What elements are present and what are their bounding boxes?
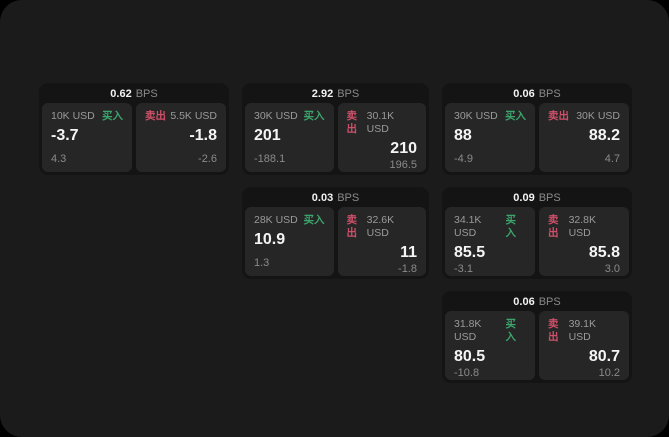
sell-panel[interactable]: 卖出 32.6K USD 11 -1.8 (337, 207, 426, 276)
bps-unit: BPS (538, 192, 561, 204)
quote-card-1: 0.62 BPS 10K USD 买入 -3.7 4.3 卖出 5.5K USD … (39, 83, 229, 175)
sell-price: 80.7 (588, 348, 620, 365)
sell-price: 85.8 (588, 244, 620, 261)
sell-side-label: 卖出 (548, 110, 569, 122)
buy-amount: 28K USD (254, 214, 298, 226)
sell-side-label: 卖出 (145, 110, 166, 122)
buy-side-label: 买入 (505, 318, 516, 343)
bps-value: 0.06 (513, 296, 535, 308)
sell-sub-value: 10.2 (598, 367, 620, 379)
buy-panel[interactable]: 34.1K USD 买入 85.5 -3.1 (445, 207, 535, 276)
sell-price: -1.8 (189, 127, 217, 144)
buy-sub-value: 4.3 (51, 153, 67, 165)
bps-header: 0.62 BPS (42, 86, 226, 103)
buy-amount: 34.1K USD (454, 214, 482, 239)
sell-panel[interactable]: 卖出 39.1K USD 80.7 10.2 (539, 311, 629, 380)
quote-card-4: 0.03 BPS 28K USD 买入 10.9 1.3 卖出 32.6K USD… (242, 187, 429, 279)
buy-side-label: 买入 (303, 214, 325, 226)
buy-amount: 30K USD (454, 110, 498, 122)
buy-amount: 31.8K USD (454, 318, 482, 343)
bps-value: 0.62 (110, 88, 132, 100)
sell-panel[interactable]: 卖出 5.5K USD -1.8 -2.6 (136, 103, 226, 172)
buy-sub-value: -3.1 (454, 263, 473, 275)
buy-price: -3.7 (51, 127, 79, 144)
sell-price: 210 (390, 140, 417, 157)
sell-side-label: 卖出 (548, 318, 559, 343)
buy-side-label: 买入 (303, 110, 325, 122)
bps-unit: BPS (135, 88, 158, 100)
bps-header: 0.09 BPS (445, 190, 629, 207)
bps-value: 0.03 (311, 192, 334, 204)
sell-amount: 39.1K USD (568, 318, 597, 343)
bps-unit: BPS (337, 192, 360, 204)
buy-price: 88 (454, 127, 472, 144)
sell-panel[interactable]: 卖出 30.1K USD 210 196.5 (337, 103, 426, 172)
buy-panel[interactable]: 30K USD 买入 88 -4.9 (445, 103, 535, 172)
buy-price: 10.9 (254, 231, 286, 248)
quote-card-6: 0.06 BPS 31.8K USD 买入 80.5 -10.8 卖出 39.1K… (442, 291, 632, 383)
sell-amount: 32.6K USD (366, 214, 395, 239)
bps-header: 2.92 BPS (245, 86, 426, 103)
sell-price: 88.2 (588, 127, 620, 144)
sell-side-label: 卖出 (346, 110, 358, 135)
buy-side-label: 买入 (505, 214, 516, 239)
buy-sub-value: -4.9 (454, 153, 473, 165)
bps-header: 0.03 BPS (245, 190, 426, 207)
sell-amount: 5.5K USD (170, 110, 217, 122)
sell-amount: 32.8K USD (568, 214, 597, 239)
buy-sub-value: -188.1 (254, 153, 286, 165)
bps-unit: BPS (538, 88, 561, 100)
buy-amount: 30K USD (254, 110, 298, 122)
buy-panel[interactable]: 28K USD 买入 10.9 1.3 (245, 207, 334, 276)
sell-sub-value: -2.6 (198, 153, 217, 165)
buy-side-label: 买入 (505, 110, 526, 122)
quote-card-3: 0.06 BPS 30K USD 买入 88 -4.9 卖出 30K USD 88… (442, 83, 632, 175)
buy-sub-value: -10.8 (454, 367, 480, 379)
sell-sub-value: 3.0 (604, 263, 620, 275)
quote-card-2: 2.92 BPS 30K USD 买入 201 -188.1 卖出 30.1K U… (242, 83, 429, 175)
bps-value: 0.06 (513, 88, 535, 100)
sell-amount: 30.1K USD (366, 110, 395, 135)
buy-price: 80.5 (454, 348, 486, 365)
sell-side-label: 卖出 (548, 214, 559, 239)
sell-panel[interactable]: 卖出 30K USD 88.2 4.7 (539, 103, 629, 172)
sell-price: 11 (400, 244, 417, 261)
sell-amount: 30K USD (576, 110, 620, 122)
buy-panel[interactable]: 30K USD 买入 201 -188.1 (245, 103, 334, 172)
buy-side-label: 买入 (102, 110, 123, 122)
quote-card-5: 0.09 BPS 34.1K USD 买入 85.5 -3.1 卖出 32.8K … (442, 187, 632, 279)
bps-value: 0.09 (513, 192, 535, 204)
sell-sub-value: 4.7 (604, 153, 620, 165)
sell-side-label: 卖出 (346, 214, 358, 239)
buy-price: 85.5 (454, 244, 486, 261)
buy-amount: 10K USD (51, 110, 95, 122)
buy-panel[interactable]: 31.8K USD 买入 80.5 -10.8 (445, 311, 535, 380)
sell-sub-value: -1.8 (398, 263, 417, 275)
bps-header: 0.06 BPS (445, 86, 629, 103)
buy-panel[interactable]: 10K USD 买入 -3.7 4.3 (42, 103, 132, 172)
buy-price: 201 (254, 127, 281, 144)
bps-value: 2.92 (311, 88, 334, 100)
buy-sub-value: 1.3 (254, 257, 270, 269)
bps-unit: BPS (337, 88, 360, 100)
sell-panel[interactable]: 卖出 32.8K USD 85.8 3.0 (539, 207, 629, 276)
sell-sub-value: 196.5 (389, 159, 417, 171)
bps-unit: BPS (538, 296, 561, 308)
bps-header: 0.06 BPS (445, 294, 629, 311)
